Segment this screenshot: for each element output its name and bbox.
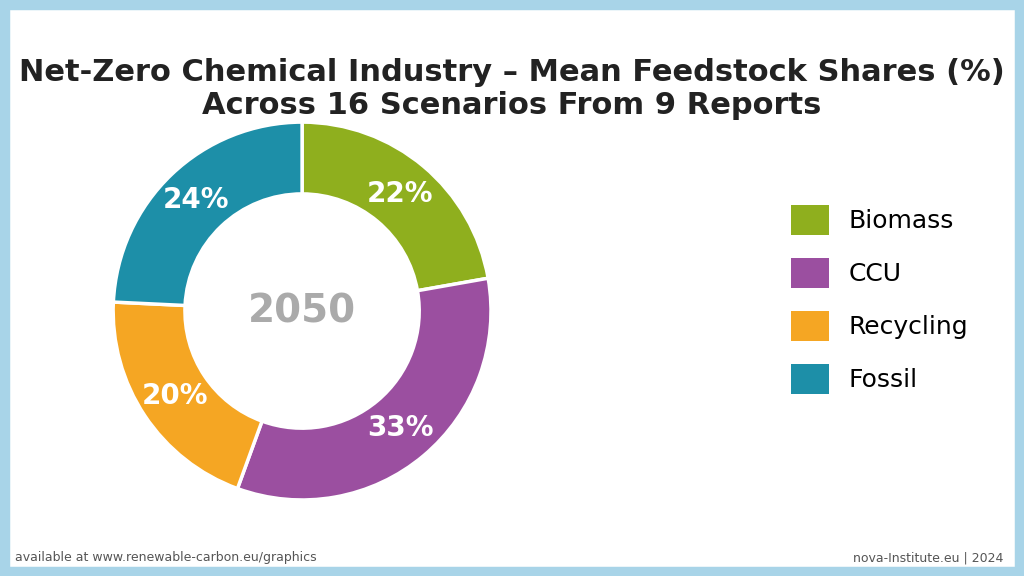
- Wedge shape: [114, 122, 302, 305]
- Text: 20%: 20%: [141, 382, 208, 410]
- Wedge shape: [238, 278, 490, 500]
- Text: 33%: 33%: [368, 414, 434, 442]
- Text: nova-Institute.eu | 2024: nova-Institute.eu | 2024: [853, 551, 1004, 564]
- Wedge shape: [114, 302, 262, 488]
- Text: 24%: 24%: [163, 186, 229, 214]
- Text: Net-Zero Chemical Industry – Mean Feedstock Shares (%)
Across 16 Scenarios From : Net-Zero Chemical Industry – Mean Feedst…: [19, 58, 1005, 120]
- Wedge shape: [302, 122, 488, 291]
- Text: 22%: 22%: [368, 180, 434, 208]
- Legend: Biomass, CCU, Recycling, Fossil: Biomass, CCU, Recycling, Fossil: [778, 192, 981, 407]
- Text: available at www.renewable-carbon.eu/graphics: available at www.renewable-carbon.eu/gra…: [15, 551, 317, 564]
- Text: 2050: 2050: [248, 292, 356, 330]
